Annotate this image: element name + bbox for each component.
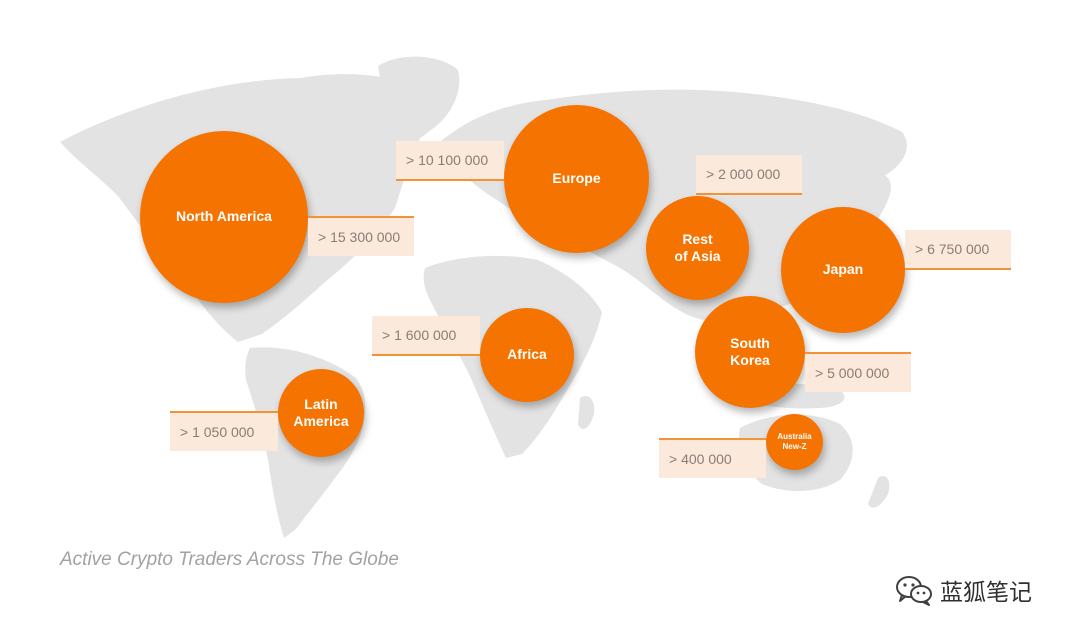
europe-value: > 10 100 000 xyxy=(396,141,504,179)
japan-rule xyxy=(905,268,1011,270)
wechat-icon xyxy=(896,576,932,606)
watermark-text: 蓝狐笔记 xyxy=(940,579,1032,605)
map-caption: Active Crypto Traders Across The Globe xyxy=(60,549,399,570)
rest-of-asia-value: > 2 000 000 xyxy=(696,155,802,193)
europe-label: Europe xyxy=(552,170,601,187)
south-korea-value: > 5 000 000 xyxy=(805,354,911,392)
north-america-rule xyxy=(308,216,414,218)
greenland-land xyxy=(378,56,460,132)
latin-america-value: > 1 050 000 xyxy=(170,413,278,451)
africa-label: Africa xyxy=(507,346,547,363)
australia-new-z-label: Australia New-Z xyxy=(777,432,812,451)
new-zealand-land xyxy=(868,475,890,508)
rest-of-asia-label: Rest of Asia xyxy=(674,230,721,265)
north-america-label: North America xyxy=(176,208,272,225)
japan-bubble: Japan xyxy=(781,207,905,333)
south-korea-label: South Korea xyxy=(730,334,770,369)
south-korea-bubble: South Korea xyxy=(695,296,805,408)
latin-america-rule xyxy=(170,411,278,413)
watermark: 蓝狐笔记 xyxy=(894,573,1032,607)
japan-label: Japan xyxy=(822,261,864,278)
australia-new-z-bubble: Australia New-Z xyxy=(766,414,823,470)
latin-america-label: Latin America xyxy=(293,395,349,430)
australia-new-z-value: > 400 000 xyxy=(659,440,766,478)
north-america-bubble: North America xyxy=(140,131,308,303)
africa-rule xyxy=(372,354,480,356)
japan-value: > 6 750 000 xyxy=(905,230,1011,268)
rest-of-asia-bubble: Rest of Asia xyxy=(646,196,749,300)
rest-of-asia-rule xyxy=(696,193,802,195)
latin-america-bubble: Latin America xyxy=(278,369,364,457)
australia-new-z-rule xyxy=(659,438,766,440)
south-korea-rule xyxy=(805,352,911,354)
africa-value: > 1 600 000 xyxy=(372,316,480,354)
africa-bubble: Africa xyxy=(480,308,574,402)
europe-bubble: Europe xyxy=(504,105,649,253)
madagascar-land xyxy=(578,395,595,429)
europe-rule xyxy=(396,179,504,181)
north-america-value: > 15 300 000 xyxy=(308,218,414,256)
